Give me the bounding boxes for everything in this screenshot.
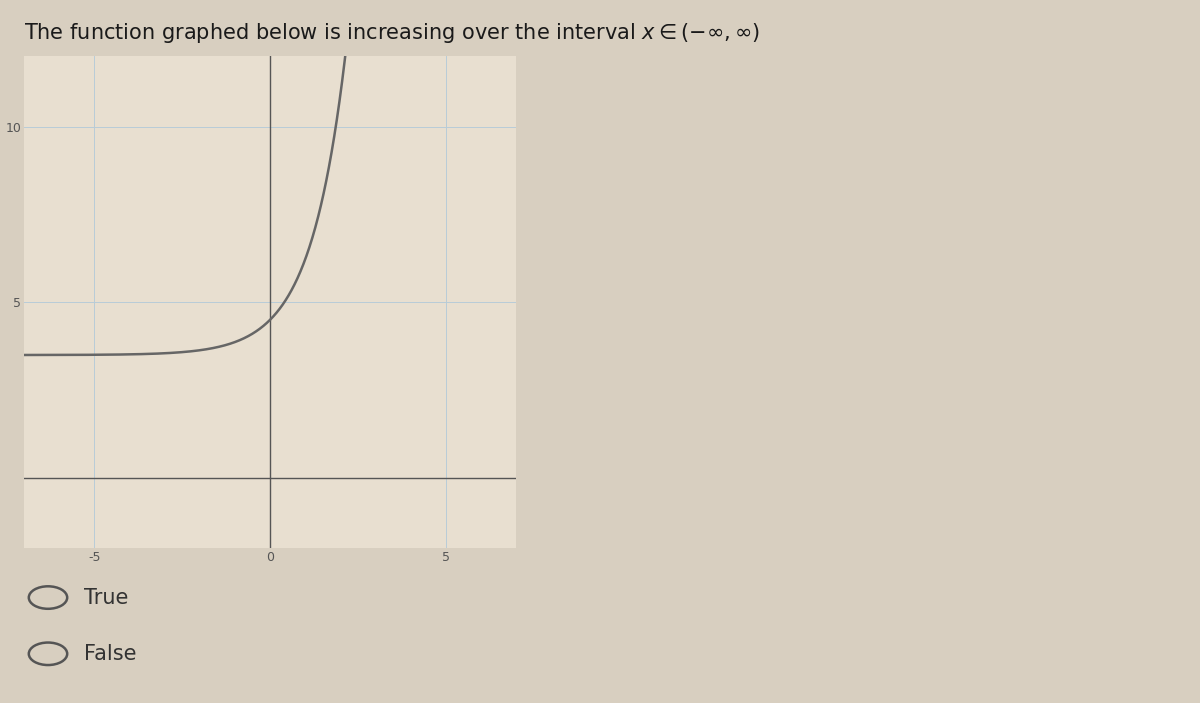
Text: True: True bbox=[84, 588, 128, 607]
Text: The function graphed below is increasing over the interval $x \in (-\infty, \inf: The function graphed below is increasing… bbox=[24, 21, 760, 45]
Text: False: False bbox=[84, 644, 137, 664]
